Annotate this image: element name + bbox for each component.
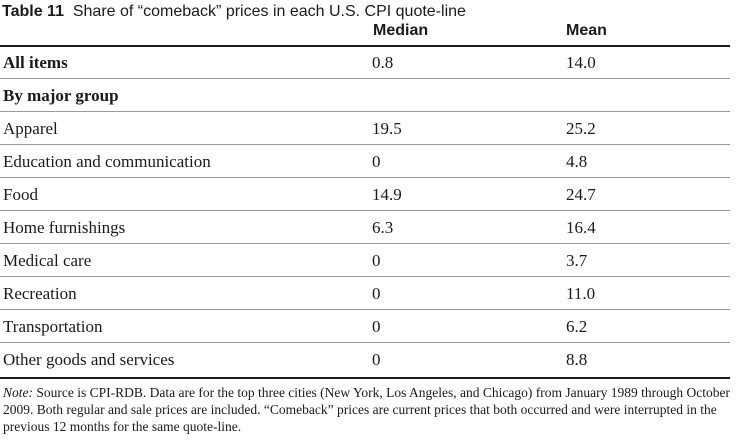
- mean-cell: 14.0: [566, 53, 596, 72]
- median-cell: 0: [372, 284, 381, 303]
- table-row: Food 14.9 24.7: [0, 179, 730, 211]
- column-header-mean: Mean: [566, 22, 607, 39]
- header-rule: [0, 45, 730, 47]
- mean-cell: 11.0: [566, 284, 596, 303]
- table-row: Apparel 19.5 25.2: [0, 113, 730, 145]
- row-label: Recreation: [3, 284, 77, 303]
- mean-cell: 3.7: [566, 251, 588, 270]
- row-label: Home furnishings: [3, 218, 126, 237]
- row-label: Food: [3, 185, 38, 204]
- table-row: Recreation 0 11.0: [0, 278, 730, 310]
- row-label: Transportation: [3, 317, 103, 336]
- all-items-row: All items 0.8 14.0: [0, 47, 730, 79]
- table-row: Education and communication 0 4.8: [0, 146, 730, 178]
- table-row: Medical care 0 3.7: [0, 245, 730, 277]
- median-cell: 6.3: [372, 218, 394, 237]
- median-cell: 0: [372, 317, 381, 336]
- table-number: Table 11: [2, 3, 64, 20]
- group-heading: By major group: [3, 86, 119, 105]
- table-row: Transportation 0 6.2: [0, 311, 730, 343]
- row-label: All items: [3, 53, 68, 72]
- median-cell: 0.8: [372, 53, 394, 72]
- table-note: Note: Source is CPI-RDB. Data are for th…: [3, 384, 730, 435]
- mean-cell: 25.2: [566, 119, 596, 138]
- row-label: Apparel: [3, 119, 58, 138]
- mean-cell: 24.7: [566, 185, 596, 204]
- median-cell: 19.5: [372, 119, 402, 138]
- column-header-median: Median: [373, 22, 429, 39]
- median-cell: 0: [372, 350, 381, 369]
- mean-cell: 16.4: [566, 218, 596, 237]
- median-cell: 0: [372, 251, 381, 270]
- note-prefix: Note:: [3, 385, 33, 400]
- mean-cell: 6.2: [566, 317, 588, 336]
- table-row: Home furnishings 6.3 16.4: [0, 212, 730, 244]
- median-cell: 0: [372, 152, 381, 171]
- group-heading-row: By major group: [0, 80, 730, 112]
- mean-cell: 4.8: [566, 152, 588, 171]
- note-text: Source is CPI-RDB. Data are for the top …: [3, 385, 730, 434]
- table-title: Table 11 Share of “comeback” prices in e…: [2, 2, 466, 22]
- row-label: Education and communication: [3, 152, 211, 171]
- row-label: Other goods and services: [3, 350, 175, 369]
- table-row: Other goods and services 0 8.8: [0, 344, 730, 376]
- table-caption: Share of “comeback” prices in each U.S. …: [72, 3, 466, 20]
- footer-rule: [0, 377, 730, 379]
- mean-cell: 8.8: [566, 350, 588, 369]
- row-label: Medical care: [3, 251, 92, 270]
- median-cell: 14.9: [372, 185, 402, 204]
